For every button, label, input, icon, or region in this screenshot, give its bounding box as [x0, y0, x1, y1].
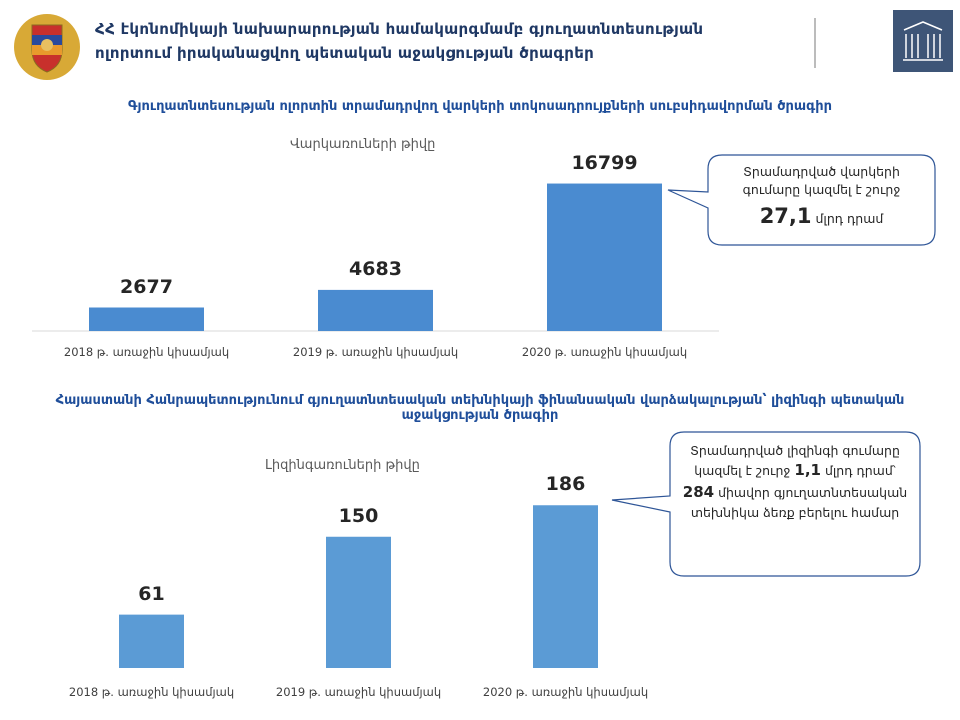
callout-text-part: 27,1	[759, 204, 812, 229]
callout	[667, 154, 936, 246]
callout-text-part: Տրամադրված վարկերի գումարը կազմել է շուր…	[742, 164, 901, 198]
callout-text-part: 284	[682, 482, 715, 501]
bar	[326, 536, 391, 668]
ministry-logo-icon	[903, 21, 943, 61]
bar	[89, 307, 204, 331]
value-label: 4683	[349, 257, 402, 280]
chart-subtitle: Վարկառուների թիվը	[290, 137, 436, 152]
value-label: 61	[138, 582, 165, 605]
bar	[318, 289, 433, 331]
chart-title: Հայաստանի Հանրապետությունում գյուղատնտես…	[55, 393, 905, 423]
value-label: 16799	[571, 151, 638, 174]
x-tick-label: 2020 թ. առաջին կիսամյակ	[521, 345, 688, 359]
coat-of-arms	[14, 14, 80, 80]
callout-text-part: միավոր գյուղատնտեսական տեխնիկա ձեռք բերե…	[690, 484, 908, 520]
header-title: ոլորտում իրականացվող պետական աջակցության…	[95, 44, 595, 62]
callout	[611, 431, 921, 577]
callout-text-part: Տրամադրված լիզինգի գումարը կազմել է շուր…	[690, 443, 900, 479]
x-tick-label: 2018 թ. առաջին կիսամյակ	[68, 685, 235, 699]
callout-text-part: մլրդ դրամ՝	[824, 463, 896, 479]
value-label: 150	[338, 504, 379, 527]
value-label: 2677	[120, 275, 173, 298]
ministry-logo	[893, 10, 953, 72]
callout-text-part: մլրդ դրամ	[815, 211, 884, 227]
bar	[547, 183, 662, 331]
bar	[119, 614, 184, 668]
value-label: 186	[545, 473, 586, 496]
callout-text: Տրամադրված լիզինգի գումարը կազմել է շուր…	[680, 442, 910, 522]
x-tick-label: 2018 թ. առաջին կիսամյակ	[63, 345, 230, 359]
chart-subtitle: Լիզինգառուների թիվը	[265, 458, 420, 473]
x-tick-label: 2020 թ. առաջին կիսամյակ	[482, 685, 649, 699]
x-tick-label: 2019 թ. առաջին կիսամյակ	[292, 345, 459, 359]
callout-text-part: 1,1	[794, 461, 821, 480]
header-title: ՀՀ էկոնոմիկայի նախարարության համակարգմամ…	[95, 20, 704, 38]
bar	[533, 505, 598, 668]
chart-title: Գյուղատնտեսության ոլորտին տրամադրվող վար…	[128, 99, 832, 114]
x-tick-label: 2019 թ. առաջին կիսամյակ	[275, 685, 442, 699]
callout-text: Տրամադրված վարկերի գումարը կազմել է շուր…	[716, 163, 927, 232]
